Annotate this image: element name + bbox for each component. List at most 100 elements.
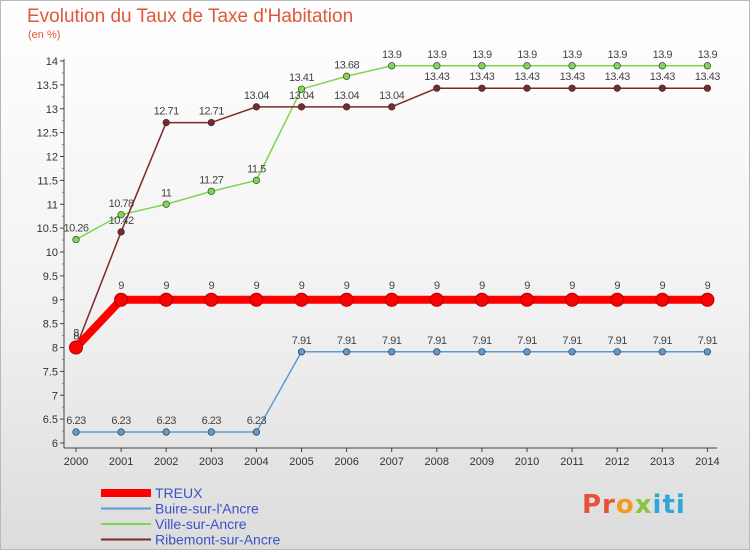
data-point: [613, 348, 621, 356]
y-tick-label: 8: [52, 343, 58, 355]
y-tick-label: 13.5: [37, 80, 58, 92]
data-label: 12.71: [154, 106, 179, 118]
data-point: [523, 84, 531, 92]
y-tick-label: 9: [52, 295, 58, 307]
data-label: 7.91: [292, 335, 312, 347]
data-point: [159, 292, 174, 307]
x-tick-label: 2005: [289, 456, 313, 468]
data-label: 13.9: [653, 49, 673, 61]
data-label: 8: [73, 328, 79, 340]
data-label: 11.5: [247, 163, 266, 175]
data-label: 9: [569, 280, 575, 292]
data-point: [252, 103, 260, 111]
data-point: [703, 348, 712, 356]
data-label: 13.04: [289, 90, 314, 102]
data-point: [343, 103, 351, 111]
data-label: 13.43: [514, 71, 539, 83]
data-label: 13.68: [334, 59, 359, 71]
data-point: [162, 118, 170, 127]
data-point: [568, 84, 576, 92]
data-point: [72, 428, 80, 436]
data-label: 9: [659, 280, 665, 292]
y-tick-label: 8.5: [43, 319, 58, 331]
data-point: [433, 84, 441, 92]
data-label: 13.43: [650, 71, 675, 83]
data-label: 10.26: [63, 223, 88, 235]
data-point: [658, 84, 666, 92]
x-tick-label: 2002: [154, 456, 178, 468]
data-label: 7.91: [607, 335, 627, 347]
data-point: [478, 62, 486, 70]
data-label: 13.04: [379, 90, 404, 102]
data-point: [297, 85, 306, 93]
data-label: 13.9: [517, 49, 537, 61]
data-point: [703, 84, 712, 92]
data-label: 13.41: [289, 72, 314, 84]
data-point: [565, 292, 580, 307]
data-label: 10.42: [109, 215, 134, 227]
data-label: 9: [705, 280, 711, 292]
data-label: 13.9: [607, 49, 627, 61]
data-point: [478, 84, 486, 92]
x-tick-label: 2006: [334, 456, 358, 468]
data-label: 9: [479, 280, 485, 292]
data-label: 13.43: [469, 71, 494, 83]
x-tick-label: 2003: [199, 456, 223, 468]
x-tick-label: 2009: [470, 456, 494, 468]
data-label: 7.91: [337, 335, 357, 347]
data-label: 9: [254, 280, 260, 292]
x-tick-label: 2013: [650, 456, 674, 468]
data-label: 13.43: [605, 71, 630, 83]
data-point: [294, 292, 309, 307]
data-label: 10.78: [109, 198, 134, 210]
data-point: [252, 176, 260, 184]
x-tick-label: 2004: [244, 456, 268, 468]
data-point: [520, 292, 534, 307]
data-label: 9: [299, 280, 305, 292]
data-label: 6.23: [202, 415, 222, 427]
data-point: [339, 292, 354, 307]
data-point: [249, 292, 264, 307]
legend-label: Buire-sur-l'Ancre: [155, 501, 259, 517]
data-label: 13.9: [562, 49, 582, 61]
y-tick-label: 11: [47, 199, 58, 211]
data-label: 13.9: [472, 49, 492, 61]
data-point: [388, 348, 396, 356]
data-point: [117, 228, 125, 236]
data-label: 13.43: [424, 71, 449, 83]
data-label: 13.9: [698, 49, 718, 61]
data-point: [117, 428, 125, 436]
data-point: [297, 348, 306, 356]
series-line: [75, 87, 708, 348]
legend-label: Ribemont-sur-Ancre: [155, 532, 280, 548]
y-unit-label: (en %): [28, 29, 61, 41]
data-label: 9: [118, 280, 124, 292]
data-label: 7.91: [562, 335, 582, 347]
y-tick-label: 7.5: [43, 366, 58, 378]
data-point: [433, 348, 441, 356]
data-point: [117, 211, 125, 219]
data-label: 6.23: [156, 415, 176, 427]
data-point: [658, 62, 666, 70]
data-point: [703, 62, 712, 70]
data-label: 7.91: [653, 335, 673, 347]
x-tick-label: 2012: [605, 456, 629, 468]
legend-label: Ville-sur-Ancre: [155, 516, 247, 532]
data-point: [700, 292, 715, 307]
data-point: [523, 348, 531, 356]
data-label: 13.04: [244, 90, 269, 102]
data-label: 9: [344, 280, 350, 292]
data-label: 9: [163, 280, 169, 292]
chart-title: Evolution du Taux de Taxe d'Habitation: [27, 6, 354, 27]
data-point: [343, 72, 351, 80]
data-label: 9: [614, 280, 620, 292]
data-label: 6.23: [111, 415, 131, 427]
proxiti-logo: Proxiti: [582, 490, 686, 520]
x-tick-label: 2010: [515, 456, 539, 468]
data-label: 7.91: [427, 335, 447, 347]
data-point: [474, 292, 489, 307]
data-point: [114, 292, 129, 307]
data-label: 13.9: [427, 49, 447, 61]
